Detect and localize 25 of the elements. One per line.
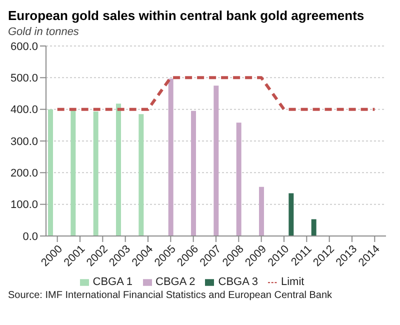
bar <box>191 110 196 236</box>
y-tick-label: 600.0 <box>10 40 38 53</box>
y-tick-label: 300.0 <box>10 136 38 148</box>
source-note: Source: IMF International Financial Statistics and European Central Bank <box>8 290 334 301</box>
y-tick-label: 400.0 <box>10 104 38 116</box>
bar <box>116 104 121 236</box>
legend-label: CBGA 2 <box>156 276 196 288</box>
legend-label: CBGA 1 <box>92 276 132 288</box>
y-tick-label: 100.0 <box>10 199 38 212</box>
y-tick-label: 0.0 <box>22 230 38 243</box>
bar <box>48 109 53 236</box>
bar <box>168 78 174 236</box>
legend-label: Limit <box>281 276 304 288</box>
y-tick-label: 500.0 <box>10 72 38 85</box>
bar <box>288 193 294 236</box>
bar <box>259 186 264 236</box>
bar <box>236 122 242 236</box>
y-axis-title: Gold in tonnes <box>8 26 80 38</box>
bar <box>311 219 316 236</box>
legend-label: CBGA 3 <box>218 276 258 288</box>
chart-title: European gold sales within central bank gold agreements <box>8 8 366 23</box>
y-tick-label: 200.0 <box>10 168 38 180</box>
bar <box>214 86 219 236</box>
bar <box>93 112 98 236</box>
bar <box>138 114 144 236</box>
